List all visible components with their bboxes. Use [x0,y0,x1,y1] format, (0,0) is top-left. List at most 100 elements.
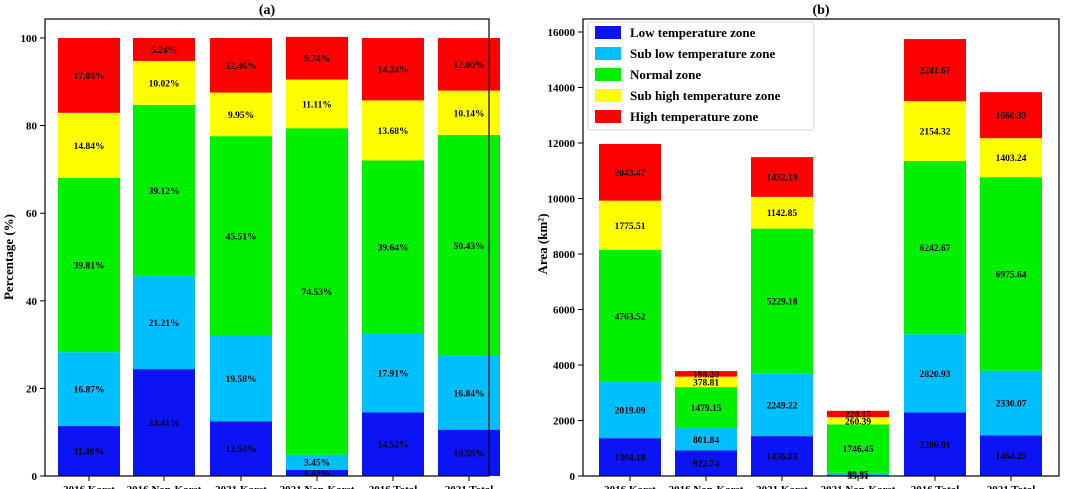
bar-data-label: 16.87% [74,386,105,396]
bar-data-label: 12.00% [454,61,485,71]
bar-data-label: 10.02% [149,79,180,89]
bar-segment-sub-low [827,472,889,476]
bar-data-label: 2820.93 [920,370,951,380]
bar-segment-sub-high [675,376,737,388]
y-tick-label: 100 [21,33,38,45]
bar-data-label: 2286.91 [920,441,951,451]
bar-segment-sub-high [58,112,120,178]
legend-swatch-sublow [595,47,621,60]
bar-segment-low [210,421,272,476]
bar-data-label: 3.45% [304,459,330,469]
x-tick-label: 2016 Karst [604,484,656,489]
bar-segment-low [751,436,813,476]
y-tick-label: 8000 [553,249,576,261]
bar-segment-sub-high [751,196,813,229]
bar-data-label: 2249.22 [767,401,798,411]
x-tick-label: 2021 Non-Karst [280,484,355,489]
legend-swatch-normal [595,68,621,81]
bar-segment-low [980,435,1042,476]
bar-data-label: 17.91% [378,370,409,380]
bar-segment-sub-low [438,355,500,430]
bar-data-label: 11.11% [302,100,332,110]
bar-data-label: 1436.83 [767,453,798,463]
bar-data-label: 1.42% [304,469,330,479]
y-tick-label: 40 [26,296,38,308]
bar-segment-low [286,469,348,476]
y-tick-label: 0 [570,471,576,483]
y-tick-label: 10000 [548,194,576,206]
bar-segment-normal [827,424,889,473]
bar-segment-sub-low [286,454,348,470]
legend-label-low: Low temperature zone [630,25,756,40]
bar-data-label: 6242.67 [920,244,951,254]
bar-data-label: 10.58% [454,449,485,459]
bar-segment-normal [904,161,966,335]
bar-data-label: 45.51% [226,232,257,242]
x-tick-label: 2016 Non-Karst [127,484,202,489]
bar-segment-low [438,429,500,476]
bar-segment-sub-high [827,417,889,425]
bar-segment-high [58,38,120,113]
bar-data-label: 13.68% [378,127,409,137]
bar-data-label: 39.81% [74,261,105,271]
bar-segment-sub-low [58,352,120,427]
bar-data-label: 1746.45 [843,445,874,455]
bar-segment-normal [210,136,272,336]
bar-data-label: 74.53% [302,288,333,298]
bar-data-label: 17.08% [74,72,105,82]
bar-data-label: 2043.47 [615,169,646,179]
y-tick-label: 14000 [548,83,576,95]
bar-data-label: 1479.15 [691,404,722,414]
chart-panel-a: (a) Percentage (%) 0 20 40 60 80 100 11.40% 16… [1,3,500,489]
bar-segment-sub-high [599,200,661,250]
bar-data-label: 12.46% [226,62,257,72]
bar-segment-high [362,38,424,101]
y-tick-label: 2000 [553,416,576,428]
bar-data-label: 1464.25 [996,452,1027,462]
y-tick-label: 12000 [548,138,576,150]
bar-data-label: 16.84% [454,389,485,399]
bar-segment-sub-low [904,334,966,413]
x-tick-label: 2016 Non-Karst [669,484,744,489]
bar-data-label: 5229.18 [767,298,798,308]
chart-a-ylabel: Percentage (%) [1,214,16,300]
bar-segment-sub-high [210,92,272,137]
bar-segment-sub-high [133,60,195,105]
bar-segment-high [904,39,966,102]
bar-data-label: 1775.51 [615,222,646,232]
bar-data-label: 14.52% [378,441,409,451]
bar-data-label: 14.84% [74,142,105,152]
bar-segment-normal [599,249,661,383]
chart-b-frame [582,18,1060,477]
y-tick-label: 6000 [553,305,576,317]
bar-segment-sub-low [980,370,1042,436]
bar-segment-normal [751,228,813,374]
x-tick-label: 2021 Total [445,484,494,489]
bar-data-label: 228.15 [845,410,871,420]
bar-segment-high [980,92,1042,139]
bar-data-label: 9.74% [304,55,330,65]
bar-segment-sub-high [980,138,1042,178]
bar-data-label: 2154.32 [920,128,951,138]
bar-segment-sub-high [904,101,966,162]
chart-b-title: (b) [812,3,829,18]
bar-segment-low [599,438,661,476]
bar-segment-sub-high [362,100,424,161]
bar-segment-low [904,412,966,476]
bar-segment-normal [362,160,424,334]
bar-data-label: 50.43% [454,242,485,252]
bar-data-label: 1403.24 [996,154,1027,164]
x-tick-label: 2021 Non-Karst [821,484,896,489]
bar-data-label: 19.58% [226,375,257,385]
x-tick-label: 2021 Karst [215,484,267,489]
bar-data-label: 2330.07 [996,400,1027,410]
chart-panel-b: (b) Area (km²) 0 2000 4000 6000 8000 10000 120… [535,3,1060,489]
legend-swatch-subhigh [595,89,621,102]
bar-data-label: 39.64% [378,244,409,254]
bar-data-label: 5.24% [151,46,177,56]
bar-data-label: 24.41% [149,419,180,429]
legend-swatch-high [595,110,621,123]
bar-data-label: 39.12% [149,187,180,197]
bar-segment-sub-low [599,382,661,439]
bar-data-label: 198.20 [693,370,719,380]
